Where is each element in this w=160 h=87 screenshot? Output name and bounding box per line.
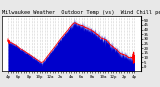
Text: Milwaukee Weather  Outdoor Temp (vs)  Wind Chill per Minute (Last 24 Hours): Milwaukee Weather Outdoor Temp (vs) Wind… (2, 10, 160, 15)
